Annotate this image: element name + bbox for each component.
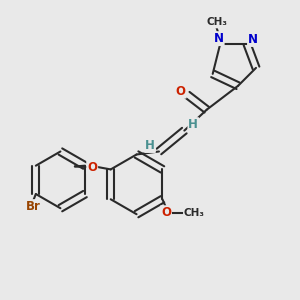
Text: H: H <box>188 118 198 131</box>
Text: CH₃: CH₃ <box>206 17 227 28</box>
Text: Br: Br <box>26 200 41 213</box>
Text: O: O <box>176 85 186 98</box>
Text: N: N <box>248 33 258 46</box>
Text: O: O <box>161 206 171 219</box>
Text: CH₃: CH₃ <box>184 208 205 218</box>
Text: H: H <box>145 139 155 152</box>
Text: N: N <box>214 32 224 45</box>
Text: O: O <box>87 160 97 173</box>
